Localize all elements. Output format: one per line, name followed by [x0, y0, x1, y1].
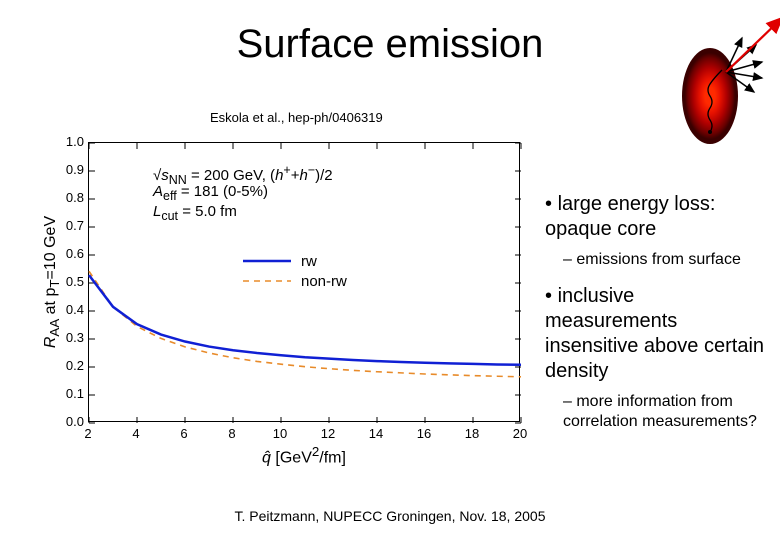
x-axis-label: q̂ [GeV2/fm]	[88, 444, 520, 467]
legend-label-rw: rw	[301, 253, 317, 270]
subbullet-1: emissions from surface	[563, 250, 765, 270]
legend-swatches	[239, 251, 295, 291]
subbullet-2: more information from correlation measur…	[563, 392, 765, 432]
plot-area: √sNN = 200 GeV, (h++h−)/2 Aeff = 181 (0-…	[88, 142, 520, 422]
raa-chart: √sNN = 200 GeV, (h++h−)/2 Aeff = 181 (0-…	[30, 128, 540, 468]
reference-text: Eskola et al., hep-ph/0406319	[210, 110, 383, 125]
footer-text: T. Peitzmann, NUPECC Groningen, Nov. 18,…	[0, 508, 780, 524]
arrow-black-5	[726, 38, 742, 72]
chart-legend: rw non-rw	[239, 251, 409, 291]
fireball-diagram	[674, 20, 764, 170]
slide-title: Surface emission	[0, 22, 780, 67]
squiggle-origin-dot	[708, 130, 712, 134]
chart-annot-3: Lcut = 5.0 fm	[153, 203, 237, 223]
legend-label-nonrw: non-rw	[301, 273, 347, 290]
emission-arrows	[664, 0, 780, 160]
bullet-2: inclusive measurements insensitive above…	[545, 284, 765, 384]
squiggle-path	[708, 70, 722, 132]
bullet-1: large energy loss: opaque core	[545, 192, 765, 242]
chart-annot-2: Aeff = 181 (0-5%)	[153, 183, 268, 203]
bullet-list: large energy loss: opaque core emissions…	[545, 192, 765, 446]
